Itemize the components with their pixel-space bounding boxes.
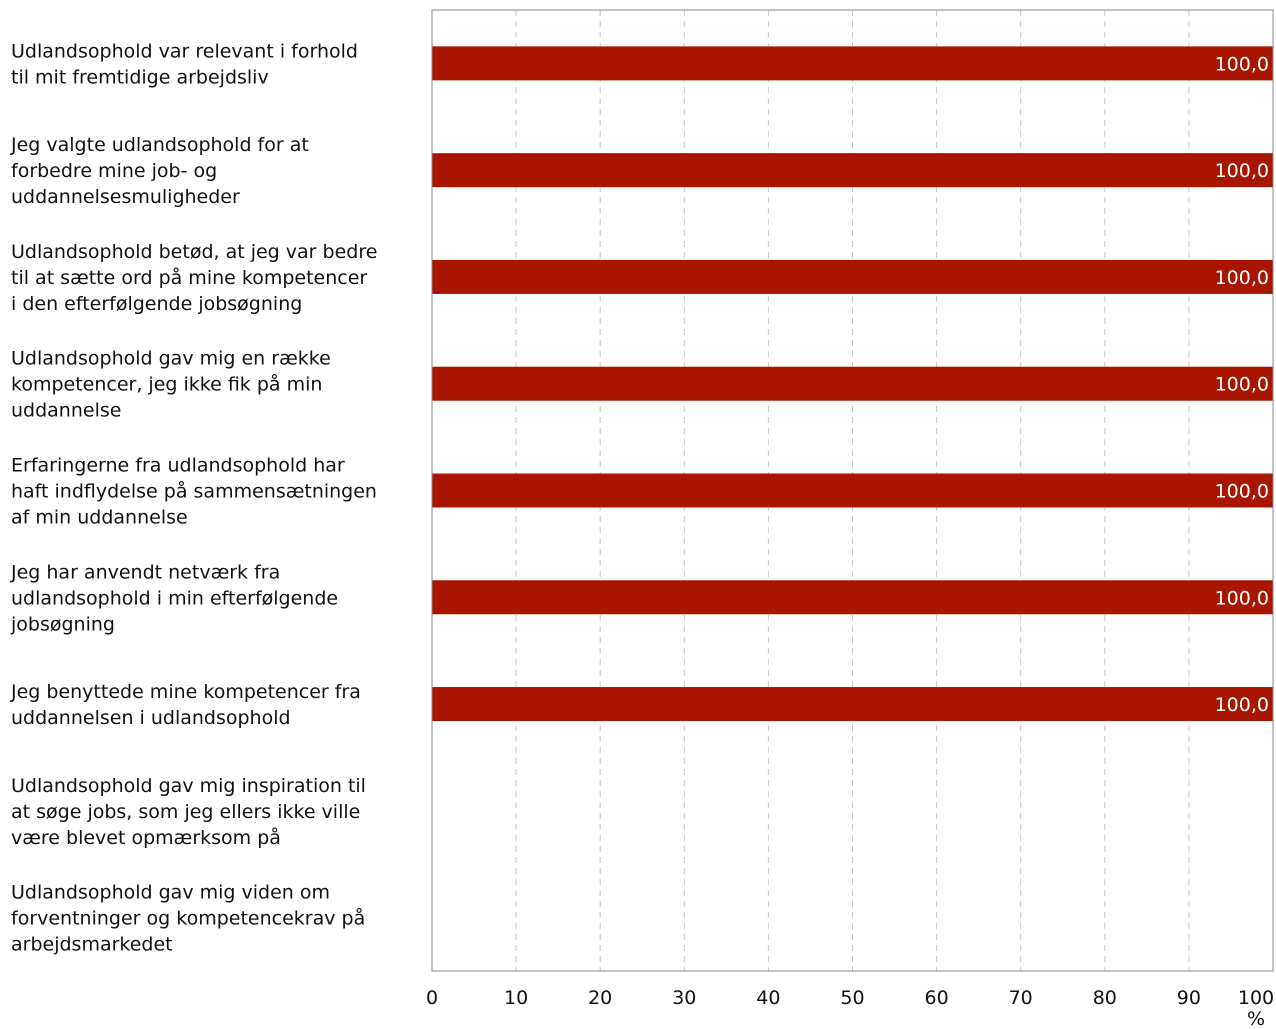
category-label: Jeg benyttede mine kompetencer fra uddann… <box>10 681 361 729</box>
bar <box>432 580 1273 615</box>
bar <box>432 687 1273 722</box>
category-label-line: Udlandsophold betød, at jeg var bedre <box>11 241 377 263</box>
category-label-line: Udlandsophold var relevant i forhold <box>11 40 358 62</box>
x-tick-label: 40 <box>756 987 780 1009</box>
data-label: 100,0 <box>1215 53 1269 75</box>
x-tick-label: 60 <box>925 987 949 1009</box>
plot-frame <box>431 9 1274 972</box>
category-label-line: forventninger og kompetencekrav på <box>11 907 365 930</box>
category-label-line: til at sætte ord på mine kompetencer <box>11 266 367 289</box>
bar <box>432 473 1273 508</box>
category-labels: Udlandsophold var relevant i forhold til … <box>10 40 377 955</box>
category-label-line: kompetencer, jeg ikke fik på min <box>11 373 322 396</box>
category-label-line: være blevet opmærksom på <box>11 826 281 849</box>
x-axis-ticks: 0 10 20 30 40 50 60 70 80 90 100 <box>426 987 1274 1009</box>
x-tick-label: 100 <box>1238 987 1274 1009</box>
data-label: 100,0 <box>1215 160 1269 182</box>
category-label-line: jobsøgning <box>10 613 115 635</box>
data-label: 100,0 <box>1215 374 1269 396</box>
bar <box>432 366 1273 401</box>
category-label-line: til mit fremtidige arbejdsliv <box>11 66 269 88</box>
category-label-line: uddannelsen i udlandsophold <box>11 707 291 729</box>
category-label: Erfaringerne fra udlandsophold har haft i… <box>11 455 377 529</box>
x-tick-label: 0 <box>426 987 438 1009</box>
category-label: Udlandsophold gav mig inspiration til at … <box>11 775 366 849</box>
x-axis-unit: % <box>1247 1008 1265 1029</box>
x-tick-label: 30 <box>672 987 696 1009</box>
x-tick-label: 70 <box>1009 987 1033 1009</box>
bar <box>432 153 1273 188</box>
category-label-line: Udlandsophold gav mig inspiration til <box>11 775 366 797</box>
category-label-line: arbejdsmarkedet <box>11 934 173 956</box>
x-tick-label: 10 <box>504 987 528 1009</box>
category-label-line: Jeg har anvendt netværk fra <box>10 561 280 583</box>
data-label: 100,0 <box>1215 694 1269 716</box>
bar <box>432 46 1273 81</box>
data-label: 100,0 <box>1215 481 1269 503</box>
category-label-line: forbedre mine job- og <box>11 160 217 182</box>
category-label: Udlandsophold gav mig en række kompetence… <box>11 348 331 422</box>
category-label-line: Udlandsophold gav mig viden om <box>11 882 330 904</box>
category-label: Udlandsophold var relevant i forhold til … <box>11 40 358 88</box>
category-label: Udlandsophold betød, at jeg var bedre til… <box>11 241 377 315</box>
x-tick-label: 90 <box>1177 987 1201 1009</box>
bars: 100,0 100,0 100,0 100,0 100,0 100,0 100,0 <box>432 46 1273 722</box>
category-label-line: af min uddannelse <box>11 507 188 529</box>
category-label-line: uddannelse <box>11 400 121 422</box>
category-label-line: at søge jobs, som jeg ellers ikke ville <box>11 801 360 823</box>
category-label-line: Udlandsophold gav mig en række <box>11 348 331 370</box>
category-label: Jeg valgte udlandsophold for at forbedre … <box>10 134 309 208</box>
x-tick-label: 80 <box>1093 987 1117 1009</box>
bar <box>432 259 1273 294</box>
data-label: 100,0 <box>1215 587 1269 609</box>
category-label-line: udlandsophold i min efterfølgende <box>11 587 338 609</box>
category-label-line: haft indflydelse på sammensætningen <box>11 480 377 503</box>
category-label: Udlandsophold gav mig viden om forventnin… <box>11 882 365 956</box>
category-label: Jeg har anvendt netværk fra udlandsophold… <box>10 561 338 635</box>
category-label-line: Jeg valgte udlandsophold for at <box>10 134 309 156</box>
x-tick-label: 20 <box>588 987 612 1009</box>
data-label: 100,0 <box>1215 267 1269 289</box>
category-label-line: uddannelsesmuligheder <box>11 186 240 208</box>
x-tick-label: 50 <box>840 987 864 1009</box>
category-label-line: i den efterfølgende jobsøgning <box>11 293 302 315</box>
category-label-line: Erfaringerne fra udlandsophold har <box>11 455 345 477</box>
category-label-line: Jeg benyttede mine kompetencer fra <box>10 681 361 703</box>
